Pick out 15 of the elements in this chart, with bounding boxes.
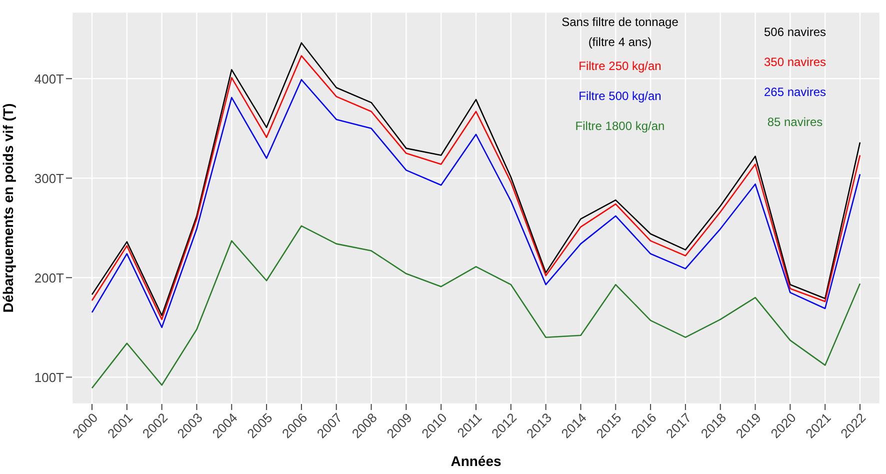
x-axis-title: Années	[450, 453, 502, 469]
annotation: 265 navires	[762, 84, 828, 101]
annotation: 350 navires	[762, 54, 828, 71]
y-tick-label: 100T	[34, 370, 64, 385]
y-tick-label: 200T	[34, 270, 64, 286]
text: Filtre 500 kg/an	[578, 88, 662, 105]
y-tick-label: 400T	[34, 71, 64, 86]
annotation: 506 navires	[762, 24, 828, 41]
text: Filtre 1800 kg/an	[574, 118, 666, 135]
y-axis-title: Débarquements en poids vif (T)	[0, 103, 16, 313]
text: Sans filtre de tonnage (filtre 4 ans)	[560, 14, 680, 51]
annotation: 85 navires	[766, 114, 824, 131]
line-series	[91, 225, 861, 389]
y-tick-label: 300T	[34, 170, 64, 186]
text: Filtre 250 kg/an	[578, 58, 662, 75]
